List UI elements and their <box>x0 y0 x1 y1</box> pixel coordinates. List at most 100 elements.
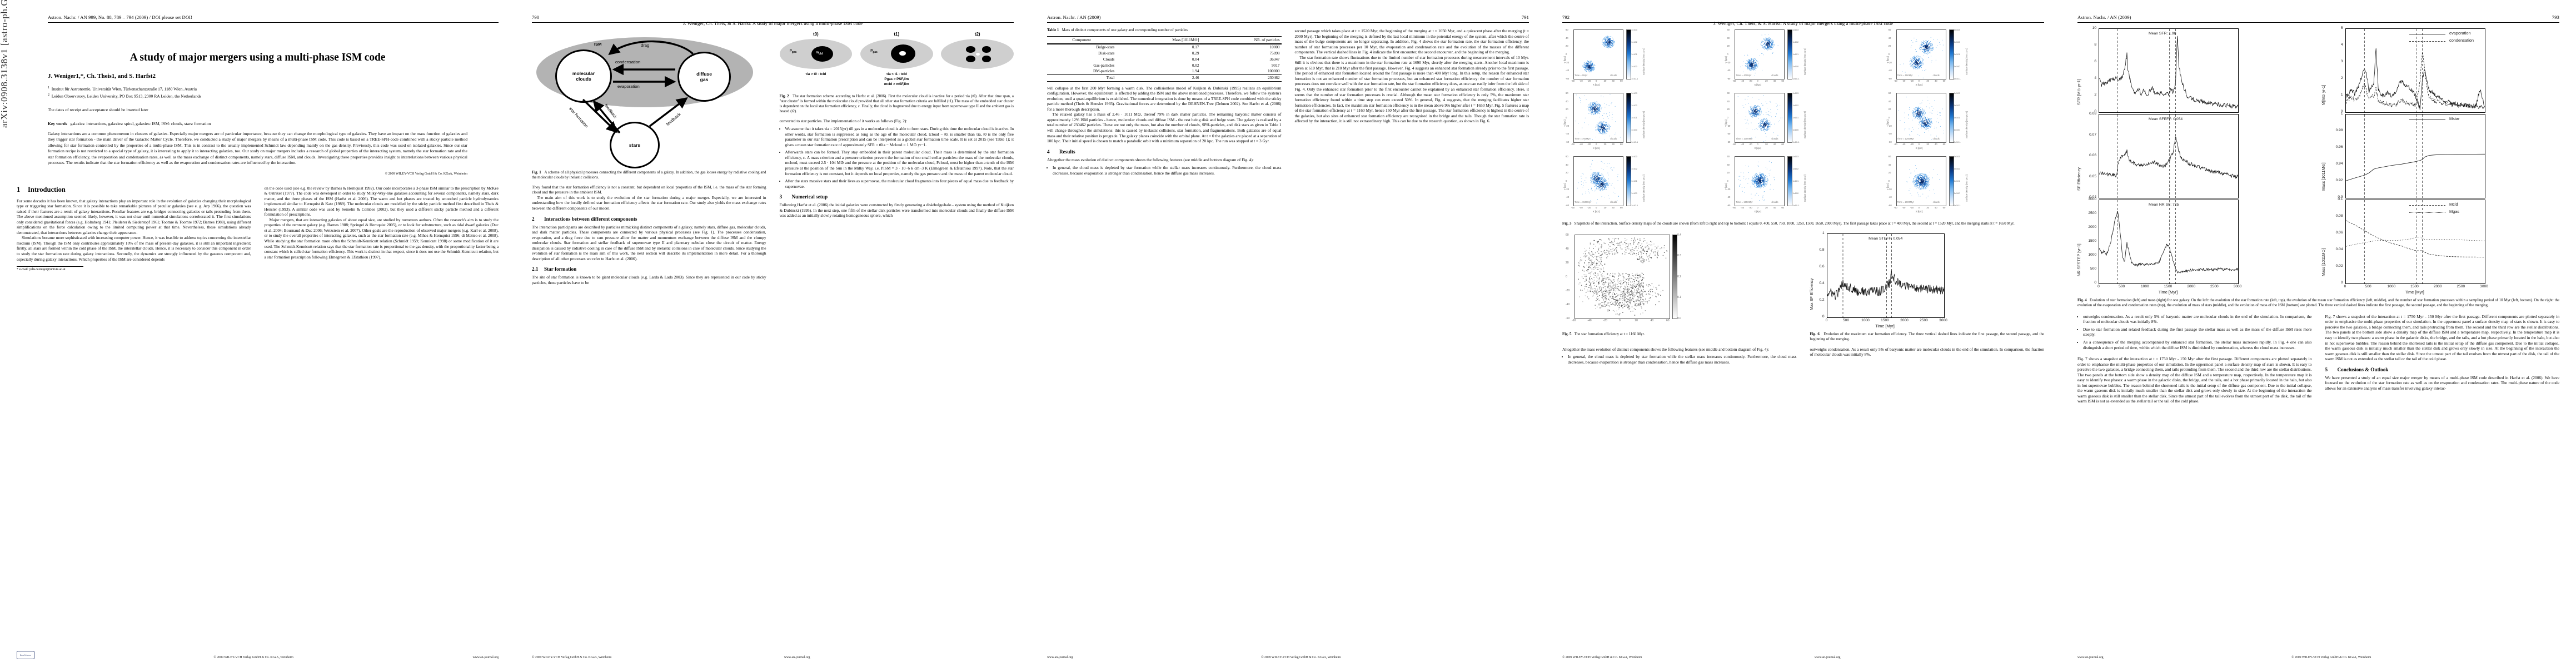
x-tick: 1000 <box>2140 285 2149 288</box>
authors: J. Weniger1,*, Ch. Theis1, and S. Harfst… <box>48 73 156 79</box>
x-tick: 0 <box>1757 206 1758 209</box>
page-number: 790 <box>532 14 540 20</box>
surface-density-panel: Y [kpc] 60 40 20 0 -20 -40 -60 -60 -40 -20 0 20 40 60 X… <box>1723 92 1882 153</box>
colorbar-tick: 1x10-1 <box>1631 77 1638 80</box>
page2-column-right: t0) Pgas mcld τia > t0 - tcld t1) <box>779 28 1014 285</box>
y-tick: -40 <box>1727 196 1731 199</box>
x-tick: -20 <box>1748 206 1752 209</box>
x-tick: 0 <box>1757 143 1758 146</box>
footnote: * e-mail: julia.weniger@univie.ac.at <box>17 266 83 271</box>
figure-4-label: Fig. 4 <box>2077 298 2087 302</box>
page-footer: © 2009 WILEY-VCH Verlag GmbH & Co. KGaA,… <box>1562 656 2044 659</box>
x-tick: -60 <box>1732 79 1736 82</box>
y-tick: 0 <box>1727 180 1728 182</box>
x-tick: 20 <box>1765 143 1768 146</box>
figure-5-caption-text: The star formation efficiency at t = 116… <box>1574 332 1645 336</box>
figure-4-block: 0 2 4 6 8 10 SFR [M⊙ yr-1] Mean SFR: 1.98 0.04 0.… <box>2076 26 2559 295</box>
x-tick: 0 <box>1596 79 1597 82</box>
y-tick: 0.6 <box>1819 264 1825 268</box>
y-tick: 0.07 <box>2089 132 2096 137</box>
y-tick: 5 <box>2340 26 2343 30</box>
series-NRSF <box>2099 211 2238 273</box>
figure-4-caption-text: Evolution of star formation (left) and m… <box>2077 298 2560 307</box>
footer-copyright: © 2009 WILEY-VCH Verlag GmbH & Co. KGaA,… <box>532 656 612 659</box>
y-tick: 20 <box>1727 108 1730 111</box>
y-tick: 2 <box>2340 76 2343 80</box>
surface-density-panel: Y [kpc] 60 40 20 0 -20 -40 -60 -60 -40 -20 0 20 40 60 X… <box>1562 28 1721 89</box>
y-tick: 60 <box>1566 28 1568 31</box>
y-tick: 0.92 <box>2335 178 2343 182</box>
x-tick: 60 <box>1620 143 1623 146</box>
y-tick: -20 <box>1566 288 1570 292</box>
y-tick: 20 <box>1727 44 1730 48</box>
y-tick: 60 <box>1566 92 1568 94</box>
x-tick: 1000 <box>2387 285 2396 288</box>
colorbar-label: Surface density [M⊙ pc-2] <box>1642 111 1645 138</box>
colorbar-tick: 0.0 <box>1677 316 1681 320</box>
page-footer: www.an-journal.org © 2009 WILEY-VCH Verl… <box>1047 656 1529 659</box>
x-tick: 3000 <box>2480 285 2488 288</box>
x-tick: 0 <box>1596 143 1597 146</box>
chart-annotation: Mean SFEFF: 0.054 <box>2149 117 2183 121</box>
running-head-p2: 790 J. Weniger, Ch. Theis, & S. Harfst: … <box>532 14 1014 26</box>
x-tick: 0 <box>1918 206 1920 209</box>
mass-evolution-list: In general, the cloud mass is depleted b… <box>1562 354 1797 365</box>
y-tick: -60 <box>1566 204 1569 207</box>
chart-annotation: Mean NR SF: 725 <box>2149 203 2179 207</box>
x-tick: -60 <box>1894 206 1897 209</box>
x-tick: 60 <box>1620 206 1623 209</box>
legend-line <box>2409 212 2445 213</box>
x-axis-label: Time [Myr] <box>2158 290 2178 295</box>
x-tick: -60 <box>1894 79 1897 82</box>
page4-column-right: outweighs condensation. As a result only… <box>1810 347 2045 365</box>
paragraph: will collapse at the first 200 Myr formi… <box>1047 85 1282 112</box>
x-tick: 500 <box>1842 318 1849 322</box>
footer-copyright: © 2009 WILEY-VCH Verlag GmbH & Co. KGaA,… <box>1562 656 1642 659</box>
header-rule <box>1562 22 2044 23</box>
y-tick: 20 <box>1566 108 1568 111</box>
panel-time-label: t1) <box>894 32 900 37</box>
x-tick: 60 <box>1620 79 1623 82</box>
colorbar-tick: 1x101 <box>1792 116 1799 119</box>
colorbar-tick: 1x102 <box>1954 104 1960 107</box>
cell-particles: 36347 <box>1269 57 1280 62</box>
y-tick: -20 <box>1566 61 1569 64</box>
y-tick: 40 <box>1888 99 1891 103</box>
affiliation-1: 1 Institut für Astronomie, Universität W… <box>48 86 197 92</box>
colorbar <box>1626 156 1631 206</box>
figure-3-label: Fig. 3 <box>1562 222 1572 226</box>
x-tick: 60 <box>1942 79 1946 82</box>
running-head-p1: Astron. Nachr. / AN 999, No. 88, 789 – 7… <box>48 14 499 22</box>
y-tick: 40 <box>1888 36 1891 39</box>
x-tick: 60 <box>1781 143 1784 146</box>
x-tick: -40 <box>1740 206 1745 209</box>
paragraph: For some decades it has been known, that… <box>17 198 251 235</box>
colorbar-tick: 1x100 <box>1631 65 1637 68</box>
ism-label: ISM <box>594 42 602 47</box>
y-axis-label: SFR [M⊙ yr-1] <box>2076 79 2081 105</box>
y-tick: 1000 <box>2088 253 2096 257</box>
gas-ellipse <box>941 39 1014 69</box>
section-label: Results <box>1059 148 1075 155</box>
x-axis-label: X [kpc] <box>1915 210 1923 213</box>
colorbar-tick: 1x103 <box>1631 92 1637 94</box>
list-item: In general, the cloud mass is depleted b… <box>1053 165 1282 176</box>
x-tick: 20 <box>1603 206 1607 209</box>
series-Mstar <box>2345 153 2485 181</box>
colorbar-tick: 1x10-1 <box>1631 204 1638 207</box>
x-tick: 20 <box>1765 79 1768 82</box>
section-heading-interactions: 2 Interactions between different componen… <box>532 216 766 222</box>
table-header-row: Component Mass [1011M⊙] NR. of particles <box>1047 36 1282 44</box>
x-axis-label: X [kpc] <box>1915 83 1923 86</box>
colorbar-tick: 1x100 <box>1631 128 1637 131</box>
y-tick: 40 <box>1566 36 1568 39</box>
figure-6-block: 0 0.2 0.4 0.6 0.8 1 Max SF Efficiency Mean STEF… <box>1809 231 2045 342</box>
x-tick: 60 <box>1666 318 1670 322</box>
table-1-head: Component Mass [1011M⊙] NR. of particles <box>1047 36 1282 44</box>
page3-columns: Table 1 Mass of distinct components of o… <box>1047 28 1529 176</box>
x-tick: 500 <box>2119 285 2125 288</box>
plot-area <box>1896 93 1946 143</box>
figure-3-column: Y [kpc] 60 40 20 0 -20 -40 -60 -60 -40 -20 0 20 40 60 X… <box>1562 28 1721 218</box>
legend-label: Mstar <box>2449 116 2460 121</box>
chart-lines <box>2099 29 2238 112</box>
